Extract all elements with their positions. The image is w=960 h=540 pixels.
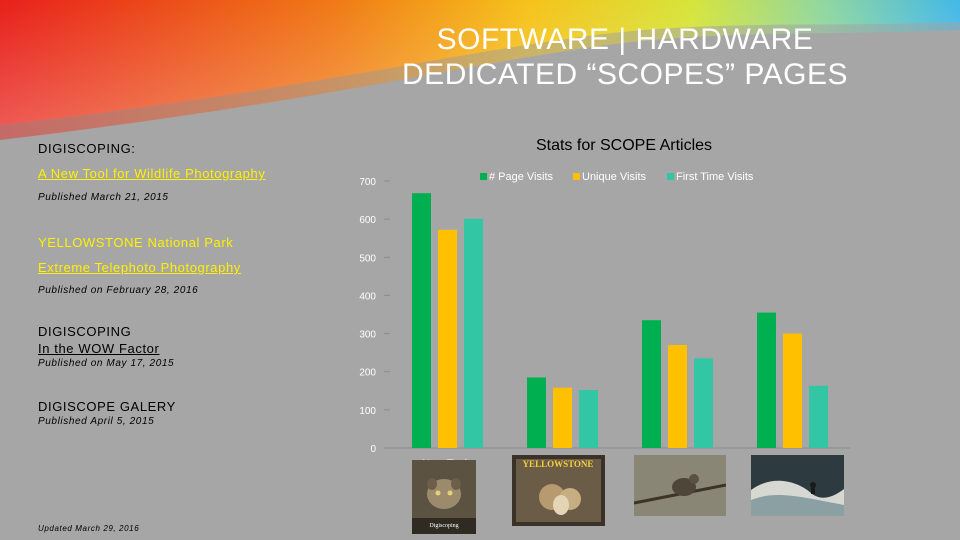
article-date: Published April 5, 2015 [38,416,155,427]
bar [668,345,687,448]
bar [438,229,457,448]
article-link[interactable]: In the WOW Factor [38,341,160,356]
thumbnail-caption: Digiscoping [429,523,458,529]
wildcat-photo-icon: Digiscoping [412,460,476,534]
y-tick-label: 200 [359,368,376,379]
article-date: Published on February 28, 2016 [38,285,199,296]
bar [642,320,661,448]
chart-title: Stats for SCOPE Articles [536,137,712,154]
legend-swatch [667,173,674,180]
bar [783,333,802,448]
article-heading: DIGISCOPING: [38,141,136,156]
y-tick-label: 100 [359,406,376,417]
updated-note: Updated March 29, 2016 [38,524,140,533]
title-line-1: SOFTWARE | HARDWARE [436,23,814,56]
article-heading[interactable]: DIGISCOPE GALERY [38,399,176,414]
article-date: Published on May 17, 2015 [38,358,175,369]
legend-swatch [480,173,487,180]
surf-photo-icon [751,455,844,516]
y-tick-label: 0 [370,444,376,455]
article-heading: YELLOWSTONE National Park [38,235,234,250]
bar [757,312,776,448]
bars [412,193,828,448]
bar [527,377,546,448]
article-link[interactable]: Extreme Telephoto Photography [38,260,241,275]
y-tick-label: 300 [359,330,376,341]
title-line-2: DEDICATED “SCOPES” PAGES [402,58,848,91]
rainbow-banner [0,0,960,140]
legend-label: Unique Visits [582,171,646,183]
legend-label: # Page Visits [489,171,554,183]
bar [553,387,572,448]
x-axis: New ToolWow FactorGallery [422,458,807,460]
bar [464,218,483,448]
bar [412,193,431,448]
bar [579,390,598,448]
y-axis: 0 100 200 300 400 500 600 700 [359,177,390,455]
bar-chart: Stats for SCOPE Articles # Page Visits Un… [359,137,850,460]
slide-title: SOFTWARE | HARDWARE DEDICATED “SCOPES” P… [360,22,890,92]
y-tick-label: 700 [359,177,376,188]
article-date: Published March 21, 2015 [38,192,169,203]
legend-swatch [573,173,580,180]
chart-legend: # Page Visits Unique Visits First Time Vis… [480,171,754,183]
bar [694,358,713,448]
article-link[interactable]: A New Tool for Wildlife Photography [38,166,266,181]
y-tick-label: 600 [359,215,376,226]
article-heading: DIGISCOPING [38,324,132,339]
bar [809,385,828,448]
bighorn-sheet-photo-icon: YELLOWSTONE [512,455,605,526]
thumbnail-masthead: YELLOWSTONE [523,459,594,469]
legend-label: First Time Visits [676,171,754,183]
x-tick-label: New Tool [422,458,467,460]
y-tick-label: 400 [359,291,376,302]
y-tick-label: 500 [359,253,376,264]
bird-photo-icon [634,455,726,516]
